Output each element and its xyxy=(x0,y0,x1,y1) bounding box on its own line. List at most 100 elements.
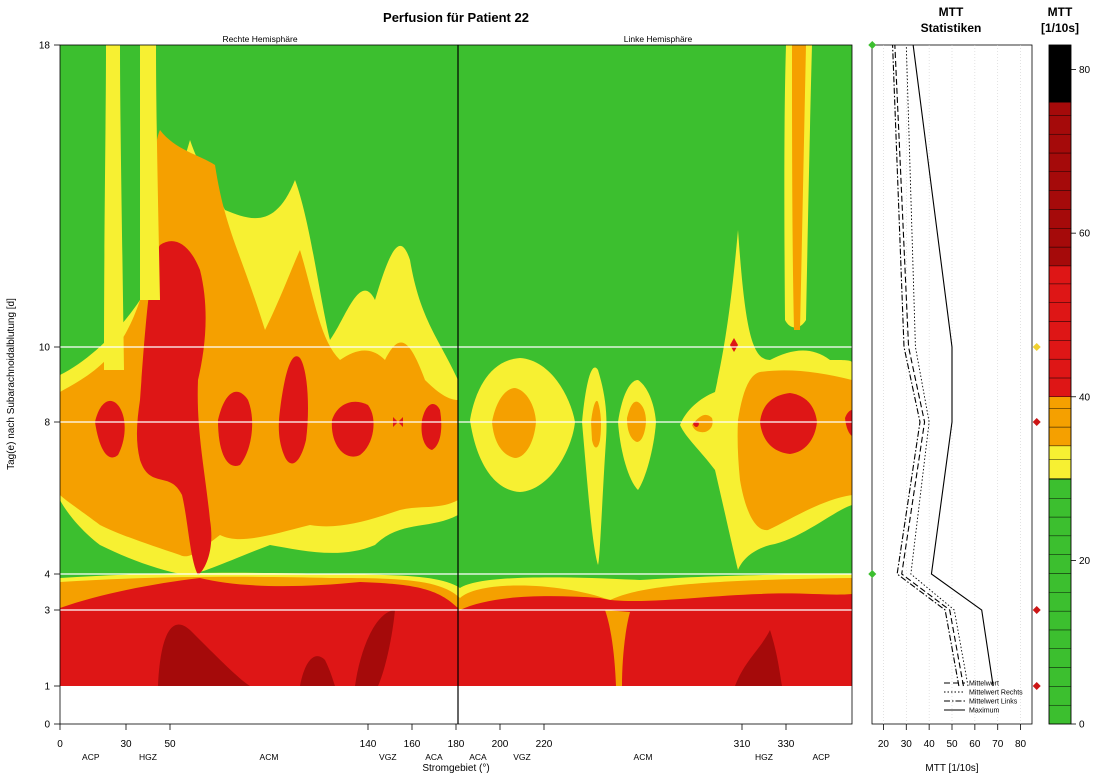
day8-left-red-3 xyxy=(730,338,738,352)
colorbar-cell xyxy=(1048,592,1072,612)
minimum-marker xyxy=(868,570,877,578)
x-tick-label: 200 xyxy=(492,739,509,750)
y-tick-label: 3 xyxy=(44,606,50,617)
stats-markers xyxy=(868,41,1041,690)
maximum-marker xyxy=(1032,606,1041,614)
colorbar-axis: 0 20 40 60 80 xyxy=(1071,65,1091,731)
colorbar-cell xyxy=(1048,426,1072,447)
stats-x-tick-label: 30 xyxy=(901,739,913,750)
day8-left-orange-2 xyxy=(591,400,602,448)
legend-label: Mittelwert Links xyxy=(969,699,1018,706)
colorbar-cell xyxy=(1048,115,1072,135)
day8-right-red-4 xyxy=(331,401,374,457)
colorbar-cell xyxy=(1048,209,1072,229)
x-tick-label: 330 xyxy=(778,739,795,750)
colorbar-cell xyxy=(1048,516,1072,537)
day8-right-red-main xyxy=(136,241,212,575)
day8-right-red-1 xyxy=(95,400,125,458)
colorbar xyxy=(1048,44,1072,725)
colorbar-tick-label: 40 xyxy=(1079,392,1091,403)
region-label: HGZ xyxy=(755,752,773,762)
colorbar-cell xyxy=(1048,171,1072,191)
region-label: VGZ xyxy=(513,752,530,762)
perfusion-heatmap xyxy=(60,45,852,686)
stats-series-line xyxy=(894,44,964,687)
region-label: ACA xyxy=(425,752,443,762)
y-tick-label: 8 xyxy=(44,418,50,429)
colorbar-cell xyxy=(1048,190,1072,210)
stats-title-line2: Statistiken xyxy=(921,21,982,35)
x-tick-label: 30 xyxy=(120,739,132,750)
colorbar-title-line2: [1/10s] xyxy=(1041,21,1079,35)
band-early-darkred-2 xyxy=(355,610,395,686)
stats-x-tick-label: 70 xyxy=(992,739,1004,750)
x-tick-label: 220 xyxy=(536,739,553,750)
band-early-darkred-1 xyxy=(158,624,250,686)
region-label: ACP xyxy=(812,752,830,762)
x-axis-label: Stromgebiet (°) xyxy=(422,763,489,774)
colorbar-cell xyxy=(1048,283,1072,303)
colorbar-cell xyxy=(1048,408,1072,428)
region-label: ACA xyxy=(469,752,487,762)
legend-label: Mittelwert xyxy=(969,681,999,688)
colorbar-cell xyxy=(1048,396,1072,409)
colorbar-cell xyxy=(1048,133,1072,154)
day8-right-red-tall xyxy=(158,259,174,340)
band-early-darkred-4 xyxy=(735,630,782,686)
colorbar-cell xyxy=(1048,479,1072,499)
colorbar-title-line1: MTT xyxy=(1048,5,1073,19)
colorbar-cell xyxy=(1048,102,1072,116)
legend-label: Mittelwert Rechts xyxy=(969,690,1023,697)
streak-yellow-1 xyxy=(104,45,124,370)
colorbar-cell xyxy=(1048,340,1072,360)
maximum-marker xyxy=(1032,343,1041,351)
region-label: VGZ xyxy=(379,752,396,762)
colorbar-cell xyxy=(1048,554,1072,574)
legend-label: Maximum xyxy=(969,708,1000,715)
y-tick-label: 18 xyxy=(39,41,51,52)
colorbar-cell xyxy=(1048,321,1072,341)
y-axis-label: Tag(e) nach Subarachnoidalblutung [d] xyxy=(6,298,17,470)
colorbar-cell xyxy=(1048,610,1072,631)
region-label: HGZ xyxy=(139,752,157,762)
y-tick-label: 4 xyxy=(44,570,50,581)
colorbar-tick-label: 80 xyxy=(1079,65,1091,76)
stats-x-tick-label: 40 xyxy=(924,739,936,750)
x-tick-label: 160 xyxy=(404,739,421,750)
stats-title-line1: MTT xyxy=(939,5,964,19)
colorbar-cell xyxy=(1048,535,1072,555)
colorbar-tick-label: 0 xyxy=(1079,720,1085,731)
y-tick-label: 0 xyxy=(44,720,50,731)
stats-x-tick-label: 60 xyxy=(969,739,981,750)
measurement-day-lines xyxy=(60,346,852,611)
y-axis-main: 0 1 3 4 8 10 18 xyxy=(39,41,60,731)
colorbar-cell xyxy=(1048,44,1072,103)
colorbar-tick-label: 20 xyxy=(1079,556,1091,567)
colorbar-cell xyxy=(1048,686,1072,706)
day8-left-red-1 xyxy=(760,393,817,454)
day8-left-orange-1 xyxy=(492,388,536,458)
stats-x-tick-label: 50 xyxy=(946,739,958,750)
band-early-orange-dip xyxy=(605,610,630,686)
region-label: ACM xyxy=(634,752,653,762)
minimum-marker xyxy=(868,41,877,49)
y-tick-label: 1 xyxy=(44,682,50,693)
stats-x-tick-label: 20 xyxy=(878,739,890,750)
colorbar-cell xyxy=(1048,667,1072,687)
main-title: Perfusion für Patient 22 xyxy=(383,10,529,25)
colorbar-cell xyxy=(1048,498,1072,518)
x-tick-label: 180 xyxy=(448,739,465,750)
x-tick-label: 0 xyxy=(57,739,63,750)
colorbar-cell xyxy=(1048,629,1072,649)
y-tick-label: 10 xyxy=(39,343,51,354)
colorbar-tick-label: 60 xyxy=(1079,229,1091,240)
hemisphere-label-right: Rechte Hemisphäre xyxy=(222,34,297,44)
x-axis-main: 0 30 50 140 160 180 200 220 310 330 ACP HGZ ACM VGZ AC… xyxy=(57,724,830,762)
band-early-darkred-3 xyxy=(300,656,335,686)
day8-right-red-2 xyxy=(218,391,253,466)
region-label: ACM xyxy=(260,752,279,762)
stats-x-tick-label: 80 xyxy=(1015,739,1027,750)
colorbar-cell xyxy=(1048,573,1072,593)
colorbar-cell xyxy=(1048,246,1072,267)
